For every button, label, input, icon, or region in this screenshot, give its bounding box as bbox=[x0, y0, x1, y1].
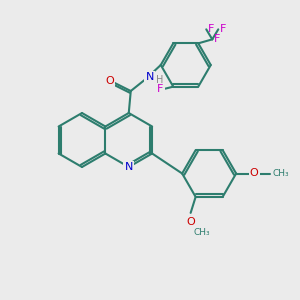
Text: F: F bbox=[214, 34, 220, 44]
Text: F: F bbox=[157, 84, 164, 94]
Text: CH₃: CH₃ bbox=[272, 169, 289, 178]
Text: H: H bbox=[156, 75, 164, 85]
Text: F: F bbox=[220, 24, 226, 34]
Text: N: N bbox=[124, 162, 133, 172]
Text: N: N bbox=[146, 72, 154, 82]
Text: O: O bbox=[186, 217, 195, 227]
Text: O: O bbox=[105, 76, 114, 86]
Text: F: F bbox=[208, 24, 214, 34]
Text: O: O bbox=[250, 169, 259, 178]
Text: CH₃: CH₃ bbox=[194, 228, 210, 237]
